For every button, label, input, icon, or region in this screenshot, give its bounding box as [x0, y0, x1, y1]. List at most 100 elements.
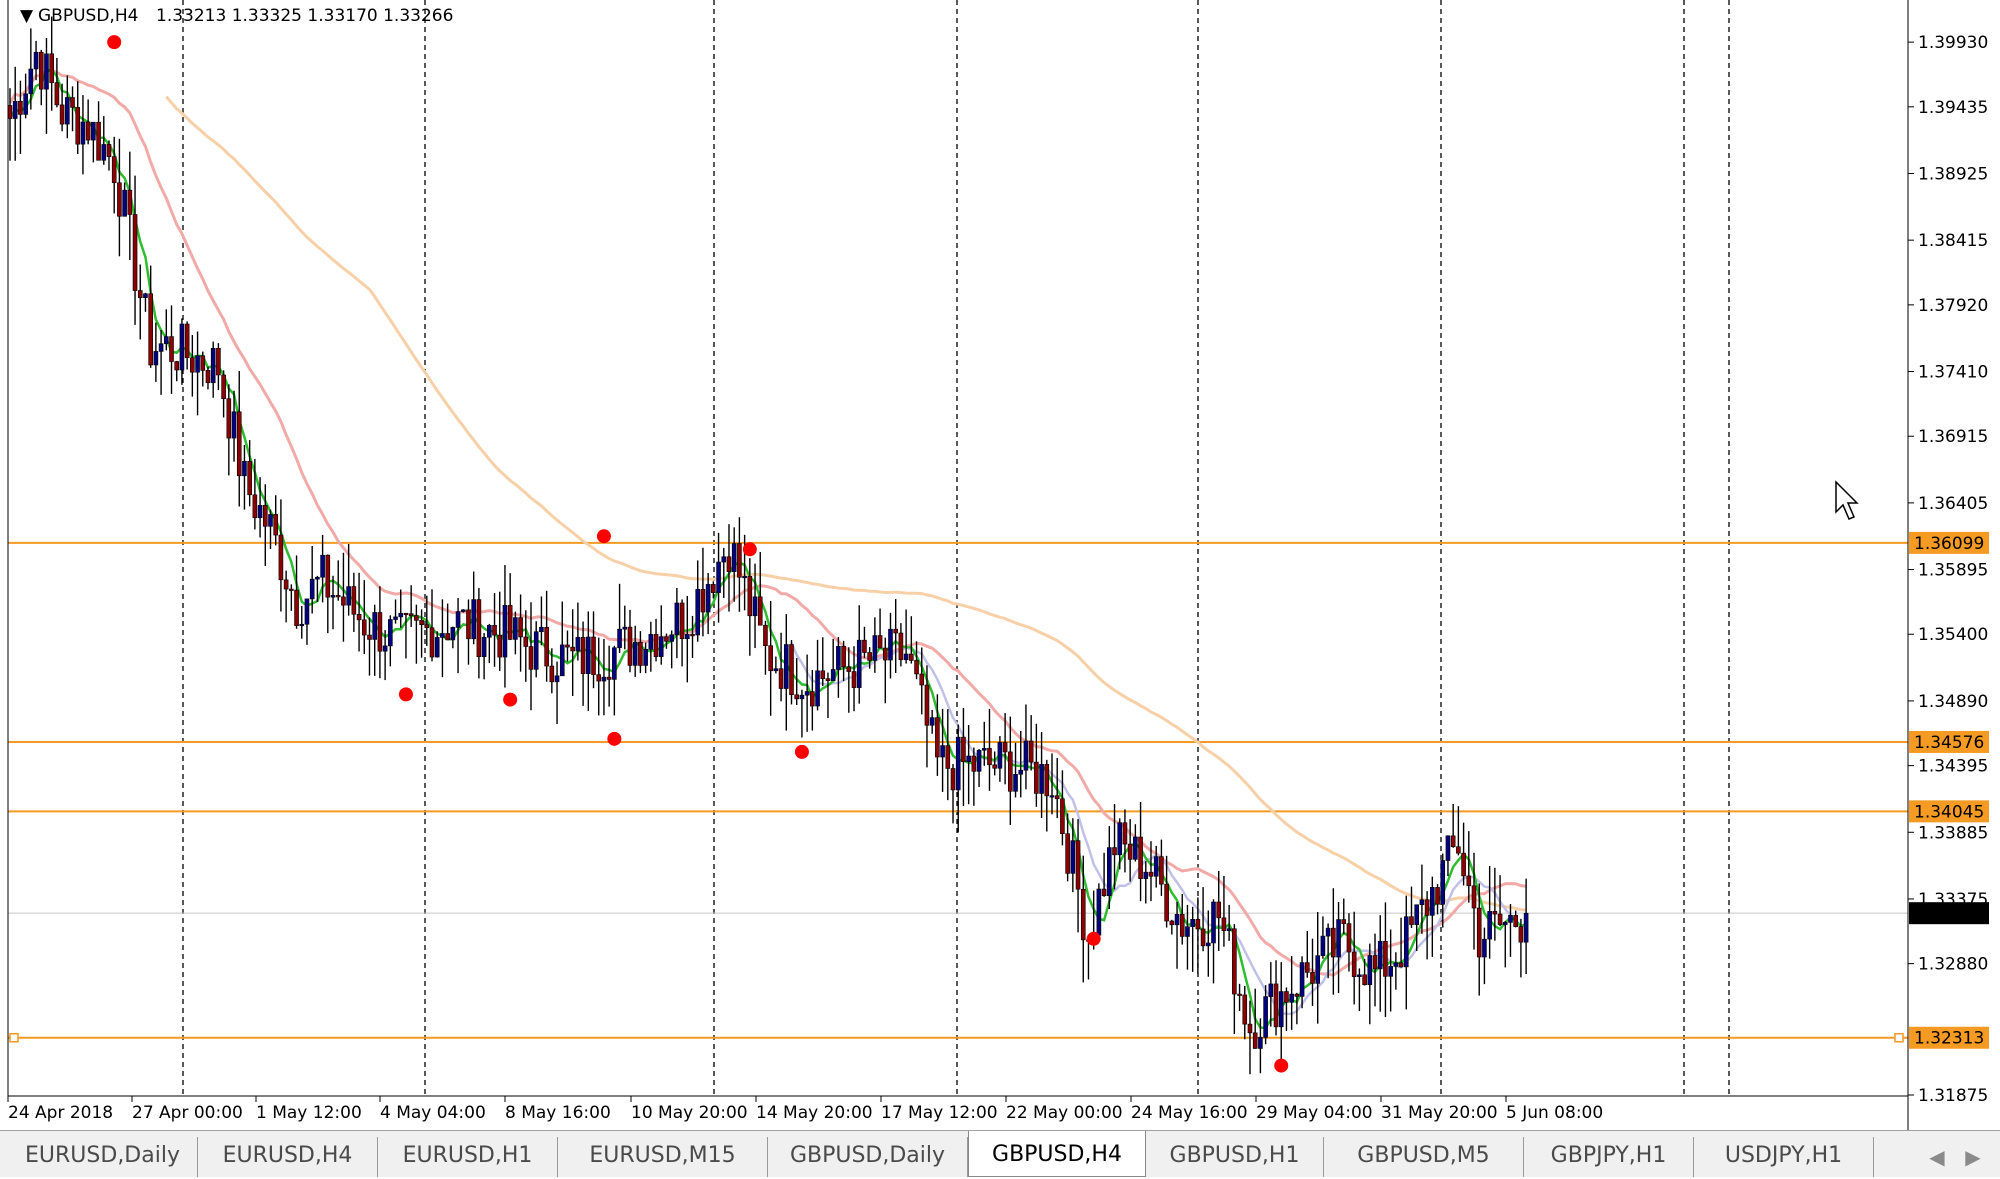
- candle-body: [1252, 1032, 1258, 1049]
- candle-body: [695, 589, 701, 636]
- candle-body: [893, 628, 899, 634]
- candle-body: [851, 671, 857, 688]
- candle-body: [1117, 822, 1123, 856]
- candle-body: [794, 694, 800, 700]
- candle-body: [601, 676, 607, 682]
- candle-body: [1476, 907, 1482, 958]
- candle-body: [1143, 871, 1149, 879]
- candle-body: [789, 644, 794, 696]
- candle-body: [638, 641, 643, 666]
- candle-body: [783, 644, 789, 689]
- candle-body: [632, 641, 638, 666]
- scroll-left-icon[interactable]: ◀: [1929, 1145, 1945, 1169]
- candle-body: [684, 634, 690, 640]
- chart-window[interactable]: 1.36099 1.34576 1.34045 1.32313 1.33266 1.39…: [0, 0, 2000, 1130]
- candle-body: [80, 121, 86, 145]
- candle-body: [1080, 888, 1086, 941]
- candle-body: [622, 626, 628, 630]
- ma-slow-line: [165, 95, 1527, 912]
- candle-body: [726, 556, 732, 572]
- candle-body: [1049, 795, 1055, 798]
- candle-body: [1523, 912, 1529, 943]
- price-chart[interactable]: 1.36099 1.34576 1.34045 1.32313 1.33266 1.39…: [0, 0, 2000, 1130]
- tab-gbpusd-h4[interactable]: GBPUSD,H4: [968, 1131, 1146, 1177]
- y-tick-label: 1.34395: [1918, 757, 1988, 777]
- candle-body: [570, 646, 575, 652]
- fractal-dot: [503, 692, 518, 707]
- current-price-label: 1.33266: [1914, 904, 1984, 924]
- candle-body: [1435, 887, 1440, 905]
- candle-body: [1096, 888, 1102, 936]
- candle-body: [747, 576, 753, 617]
- tab-eurusd-daily[interactable]: EURUSD,Daily: [8, 1137, 198, 1177]
- scroll-right-icon[interactable]: ▶: [1965, 1145, 1981, 1169]
- ma-mid-line: [8, 68, 1527, 977]
- candle-body: [1393, 962, 1399, 967]
- candle-body: [1466, 875, 1472, 887]
- candle-body: [1039, 764, 1044, 794]
- y-tick-label: 1.38415: [1918, 231, 1988, 251]
- candle-body: [804, 691, 810, 696]
- candle-body: [846, 666, 852, 672]
- candle-body: [1195, 919, 1201, 930]
- tab-eurusd-m15[interactable]: EURUSD,M15: [558, 1137, 768, 1177]
- candle-body: [44, 53, 49, 90]
- candle-body: [294, 589, 299, 626]
- candle-body: [898, 632, 904, 661]
- candle-body: [674, 602, 680, 636]
- tab-eurusd-h4[interactable]: EURUSD,H4: [198, 1137, 378, 1177]
- candle-body: [1013, 773, 1018, 792]
- candle-body: [351, 586, 357, 615]
- candle-body: [289, 588, 294, 591]
- candle-body: [559, 644, 565, 677]
- candle-body: [455, 611, 461, 628]
- candle-body: [1508, 915, 1513, 923]
- candle-body: [460, 609, 466, 612]
- candle-body: [544, 626, 549, 667]
- tab-gbpjpy-h1[interactable]: GBPJPY,H1: [1524, 1137, 1694, 1177]
- candle-body: [1403, 916, 1409, 968]
- candle-body: [1357, 974, 1362, 977]
- x-tick-label: 27 Apr 00:00: [132, 1103, 243, 1123]
- candle-body: [1179, 914, 1185, 937]
- hline-price-label: 1.32313: [1914, 1029, 1984, 1049]
- candle-body: [1112, 847, 1117, 856]
- candle-body: [179, 323, 185, 371]
- candle-body: [862, 639, 867, 653]
- candle-body: [487, 624, 492, 638]
- candle-body: [653, 634, 659, 657]
- candle-body: [950, 768, 956, 791]
- tab-eurusd-h1[interactable]: EURUSD,H1: [378, 1137, 558, 1177]
- y-tick-label: 1.37920: [1918, 296, 1988, 316]
- candle-body: [492, 624, 497, 636]
- candle-body: [961, 736, 966, 763]
- candle-body: [1461, 852, 1466, 877]
- candle-body: [137, 290, 143, 298]
- candle-body: [169, 336, 174, 362]
- candle-body: [737, 543, 742, 578]
- tab-gbpusd-daily[interactable]: GBPUSD,Daily: [768, 1137, 968, 1177]
- candle-body: [705, 584, 711, 613]
- candle-body: [533, 631, 539, 670]
- current-price-tag: [1909, 902, 1989, 925]
- candle-body: [346, 586, 351, 606]
- candle-body: [664, 636, 669, 642]
- candle-body: [997, 742, 1003, 769]
- tab-gbpusd-h1[interactable]: GBPUSD,H1: [1146, 1137, 1324, 1177]
- candle-body: [1153, 856, 1159, 877]
- candle-body: [330, 595, 336, 598]
- x-tick-label: 31 May 20:00: [1381, 1103, 1498, 1123]
- header-triangle[interactable]: ▼: [20, 6, 34, 26]
- tab-usdjpy-h1[interactable]: USDJPY,H1: [1694, 1137, 1874, 1177]
- candle-body: [429, 627, 435, 658]
- candle-body: [1424, 899, 1430, 916]
- y-tick-label: 1.35400: [1918, 625, 1988, 645]
- candle-body: [586, 636, 591, 674]
- candle-body: [549, 665, 555, 683]
- candle-body: [596, 674, 602, 682]
- candle-body: [763, 624, 768, 646]
- candle-body: [1075, 840, 1081, 890]
- candle-body: [945, 745, 951, 769]
- tab-gbpusd-m5[interactable]: GBPUSD,M5: [1324, 1137, 1524, 1177]
- candle-body: [341, 596, 346, 606]
